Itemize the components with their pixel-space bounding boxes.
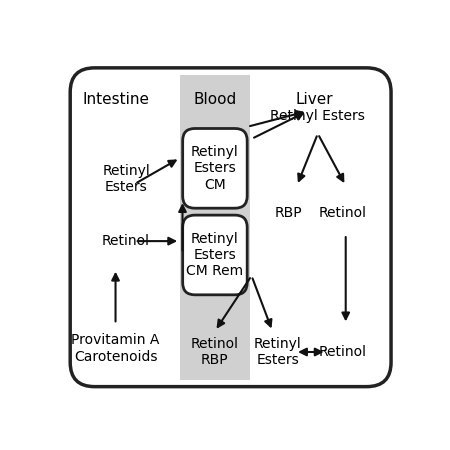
Text: Retinyl Esters: Retinyl Esters xyxy=(270,109,365,123)
Text: Retinyl
Esters: Retinyl Esters xyxy=(254,337,302,367)
Text: Retinol: Retinol xyxy=(318,207,366,220)
Text: Retinyl
Esters: Retinyl Esters xyxy=(102,164,150,194)
Text: Retinyl
Esters
CM: Retinyl Esters CM xyxy=(191,145,239,192)
Text: Retinol: Retinol xyxy=(318,345,366,359)
Text: Blood: Blood xyxy=(194,91,237,107)
Text: Retinol: Retinol xyxy=(102,234,150,248)
Text: Retinol
RBP: Retinol RBP xyxy=(191,337,239,367)
FancyBboxPatch shape xyxy=(180,75,250,380)
Text: Provitamin A
Carotenoids: Provitamin A Carotenoids xyxy=(72,333,160,364)
Text: Intestine: Intestine xyxy=(82,91,149,107)
FancyBboxPatch shape xyxy=(183,215,247,295)
FancyBboxPatch shape xyxy=(70,68,391,387)
Text: RBP: RBP xyxy=(274,207,302,220)
FancyBboxPatch shape xyxy=(180,75,250,380)
Text: Retinyl
Esters
CM Rem: Retinyl Esters CM Rem xyxy=(186,232,243,278)
FancyBboxPatch shape xyxy=(183,129,247,208)
Text: Liver: Liver xyxy=(296,91,333,107)
